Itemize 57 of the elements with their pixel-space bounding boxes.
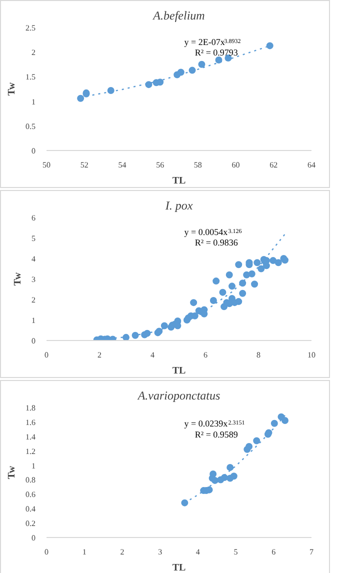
x-tick-label: 62 xyxy=(270,160,278,170)
y-axis-title: Tw xyxy=(6,465,18,480)
x-tick-label: 6 xyxy=(204,350,208,360)
y-tick-label: 1.4 xyxy=(26,432,36,442)
annotation: R² = 0.9589 xyxy=(194,429,238,440)
x-tick-label: 50 xyxy=(42,160,50,170)
y-tick-label: 3 xyxy=(32,275,36,284)
x-tick-label: 58 xyxy=(194,160,202,170)
x-tick-label: 2 xyxy=(120,548,124,556)
y-tick-label: 2 xyxy=(32,48,36,58)
y-tick-label: 0 xyxy=(32,336,36,346)
y-tick-label: 0 xyxy=(32,146,36,156)
y-tick-label: 0.8 xyxy=(26,476,36,485)
x-tick-label: 10 xyxy=(308,350,316,360)
chart-title: A.befelium xyxy=(152,8,206,22)
x-axis-title: TL xyxy=(172,562,186,573)
x-tick-label: 3 xyxy=(158,548,162,556)
x-tick-label: 0 xyxy=(44,350,48,360)
x-tick-label: 8 xyxy=(256,350,260,360)
y-tick-label: 1.5 xyxy=(26,72,36,82)
x-tick-label: 64 xyxy=(308,160,316,170)
y-tick-label: 1 xyxy=(32,97,36,106)
x-tick-label: 54 xyxy=(118,160,126,170)
x-tick-label: 56 xyxy=(156,160,164,170)
chart-title: A.varioponctatus xyxy=(136,388,220,402)
y-tick-label: 1 xyxy=(32,316,36,325)
x-tick-label: 5 xyxy=(234,548,238,556)
y-tick-label: 1.6 xyxy=(26,418,36,427)
y-tick-label: 1.8 xyxy=(26,404,36,412)
x-tick-label: 1 xyxy=(82,548,86,556)
x-tick-label: 4 xyxy=(196,548,200,556)
y-tick-label: 0.2 xyxy=(26,519,36,528)
y-tick-label: 5 xyxy=(32,234,36,243)
y-tick-label: 0.4 xyxy=(26,504,36,514)
y-tick-label: 1.2 xyxy=(26,446,36,456)
y-axis-title: Tw xyxy=(6,82,18,96)
y-tick-label: 0 xyxy=(32,534,36,542)
y-tick-label: 2.5 xyxy=(26,24,36,32)
annotation: R² = 0.9836 xyxy=(194,238,238,248)
y-tick-label: 4 xyxy=(32,254,36,264)
x-tick-label: 60 xyxy=(232,160,240,170)
chart-title: I. pox xyxy=(164,198,194,212)
x-tick-label: 2 xyxy=(98,350,102,360)
y-tick-label: 6 xyxy=(32,214,36,222)
x-axis-title: TL xyxy=(172,176,186,186)
x-tick-label: 52 xyxy=(80,160,88,170)
y-axis-title: Tw xyxy=(12,272,24,286)
x-tick-label: 4 xyxy=(150,350,154,360)
x-tick-label: 7 xyxy=(310,548,314,556)
y-tick-label: 0.6 xyxy=(26,490,36,500)
y-tick-label: 2 xyxy=(32,296,36,304)
x-tick-label: 6 xyxy=(272,548,276,556)
x-tick-label: 0 xyxy=(44,548,48,556)
annotation: R² = 0.9793 xyxy=(194,48,238,58)
y-tick-label: 1 xyxy=(32,461,36,470)
y-tick-label: 0.5 xyxy=(26,122,36,131)
x-axis-title: TL xyxy=(172,366,186,376)
